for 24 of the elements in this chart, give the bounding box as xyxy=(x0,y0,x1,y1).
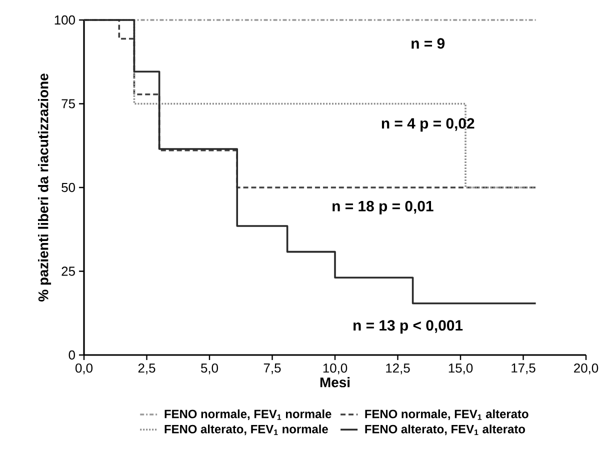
legend-label: FENO alterato, FEV$_{1}$ alterato xyxy=(365,424,525,436)
annotation: n = 13 p < 0,001 xyxy=(354,320,463,334)
y-tick-label: 50 xyxy=(62,182,75,192)
annotation: n = 18 p = 0,01 xyxy=(332,200,434,214)
y-tick-label: 0 xyxy=(68,350,75,360)
x-axis-title: Mesi xyxy=(320,377,350,388)
x-tick-label: 5,0 xyxy=(201,364,218,374)
legend-label: FENO normale, FEV$_{1}$ normale xyxy=(164,409,332,420)
x-tick-label: 17,5 xyxy=(512,364,536,374)
annotation: n = 4 p = 0,02 xyxy=(382,118,474,132)
x-tick-label: 2,5 xyxy=(138,364,156,374)
x-tick-label: 15,0 xyxy=(448,364,473,374)
x-tick-label: 12,5 xyxy=(386,364,410,374)
y-axis-title: % pazienti liberi da riacutizzazione xyxy=(38,74,52,302)
x-tick-label: 10,0 xyxy=(323,364,348,374)
annotation: n = 9 xyxy=(412,38,445,49)
x-tick-label: 20,0 xyxy=(574,364,598,374)
y-tick-label: 25 xyxy=(62,266,75,276)
x-tick-label: 7,5 xyxy=(264,364,281,374)
legend-label: FENO normale, FEV$_{1}$ alterato xyxy=(365,409,528,420)
legend-label: FENO alterato, FEV$_{1}$ normale xyxy=(164,424,328,436)
x-tick-label: 0,0 xyxy=(76,364,93,374)
y-tick-label: 100 xyxy=(54,15,75,25)
y-tick-label: 75 xyxy=(62,99,75,108)
